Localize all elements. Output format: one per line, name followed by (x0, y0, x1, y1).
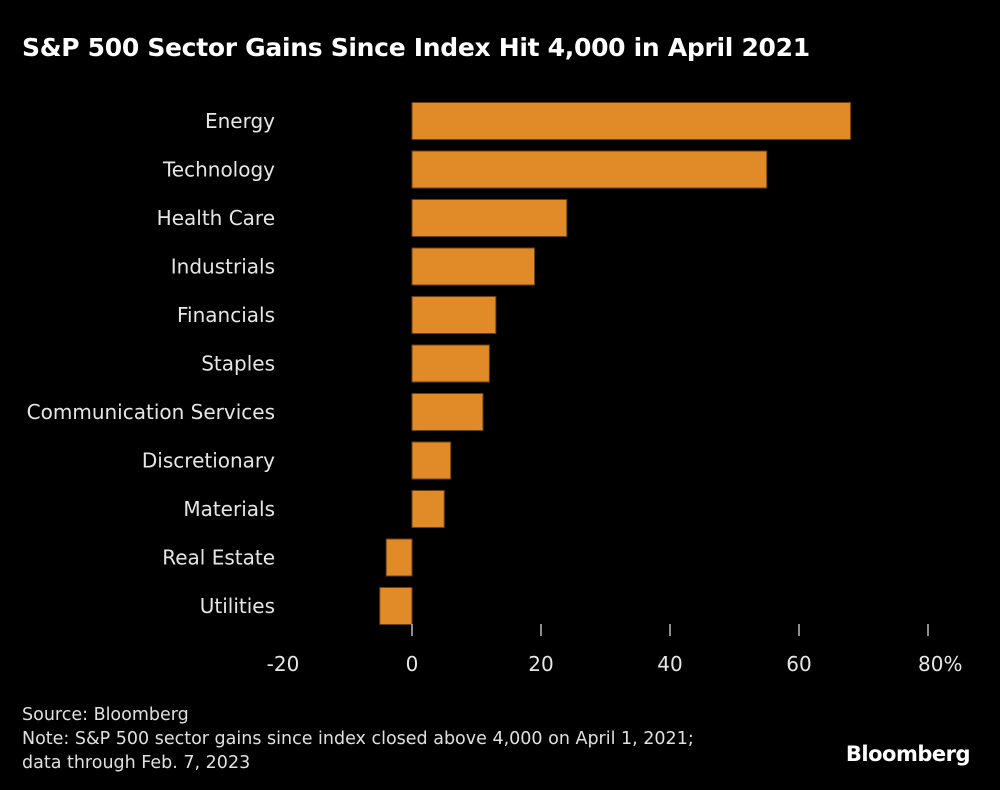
bar-communication-services (411, 393, 484, 431)
category-label: Communication Services (27, 400, 275, 424)
category-label: Industrials (171, 255, 275, 279)
bar-industrials (411, 247, 536, 286)
category-label: Technology (162, 158, 275, 182)
note-line-2: data through Feb. 7, 2023 (22, 753, 251, 773)
source-note: Source: Bloomberg (22, 705, 189, 725)
bars-group (379, 102, 852, 625)
category-label: Real Estate (162, 546, 275, 570)
category-label: Discretionary (142, 449, 275, 473)
category-label: Health Care (157, 206, 275, 230)
category-label: Energy (205, 109, 275, 133)
chart-title: S&P 500 Sector Gains Since Index Hit 4,0… (22, 33, 810, 62)
x-tick-label: 0 (406, 652, 419, 676)
bar-discretionary (411, 441, 452, 480)
bar-utilities (379, 587, 413, 625)
x-axis-ticks (411, 624, 929, 636)
bloomberg-logo: Bloomberg (845, 742, 971, 766)
category-label: Financials (177, 303, 275, 327)
bar-financials (411, 296, 497, 334)
bar-health-care (411, 199, 568, 237)
note-line-1: Note: S&P 500 sector gains since index c… (22, 729, 694, 749)
bar-technology (411, 150, 768, 189)
bar-energy (411, 102, 852, 140)
footer-notes: Source: Bloomberg Note: S&P 500 sector g… (22, 703, 694, 775)
bar-real-estate (385, 538, 413, 577)
category-label: Staples (201, 352, 275, 376)
category-label: Materials (183, 497, 275, 521)
bar-materials (411, 490, 445, 528)
category-labels: Energy Technology Health Care Industrials Fi… (27, 109, 276, 618)
bar-staples (411, 344, 490, 383)
category-label: Utilities (200, 594, 275, 618)
x-tick-label: 60 (786, 652, 811, 676)
x-tick-label: 20 (528, 652, 553, 676)
x-tick-label: 40 (657, 652, 682, 676)
x-axis-tick-labels: -20 0 20 40 60 80% (267, 652, 963, 676)
x-tick-label: 80% (918, 652, 962, 676)
x-tick-label: -20 (267, 652, 300, 676)
